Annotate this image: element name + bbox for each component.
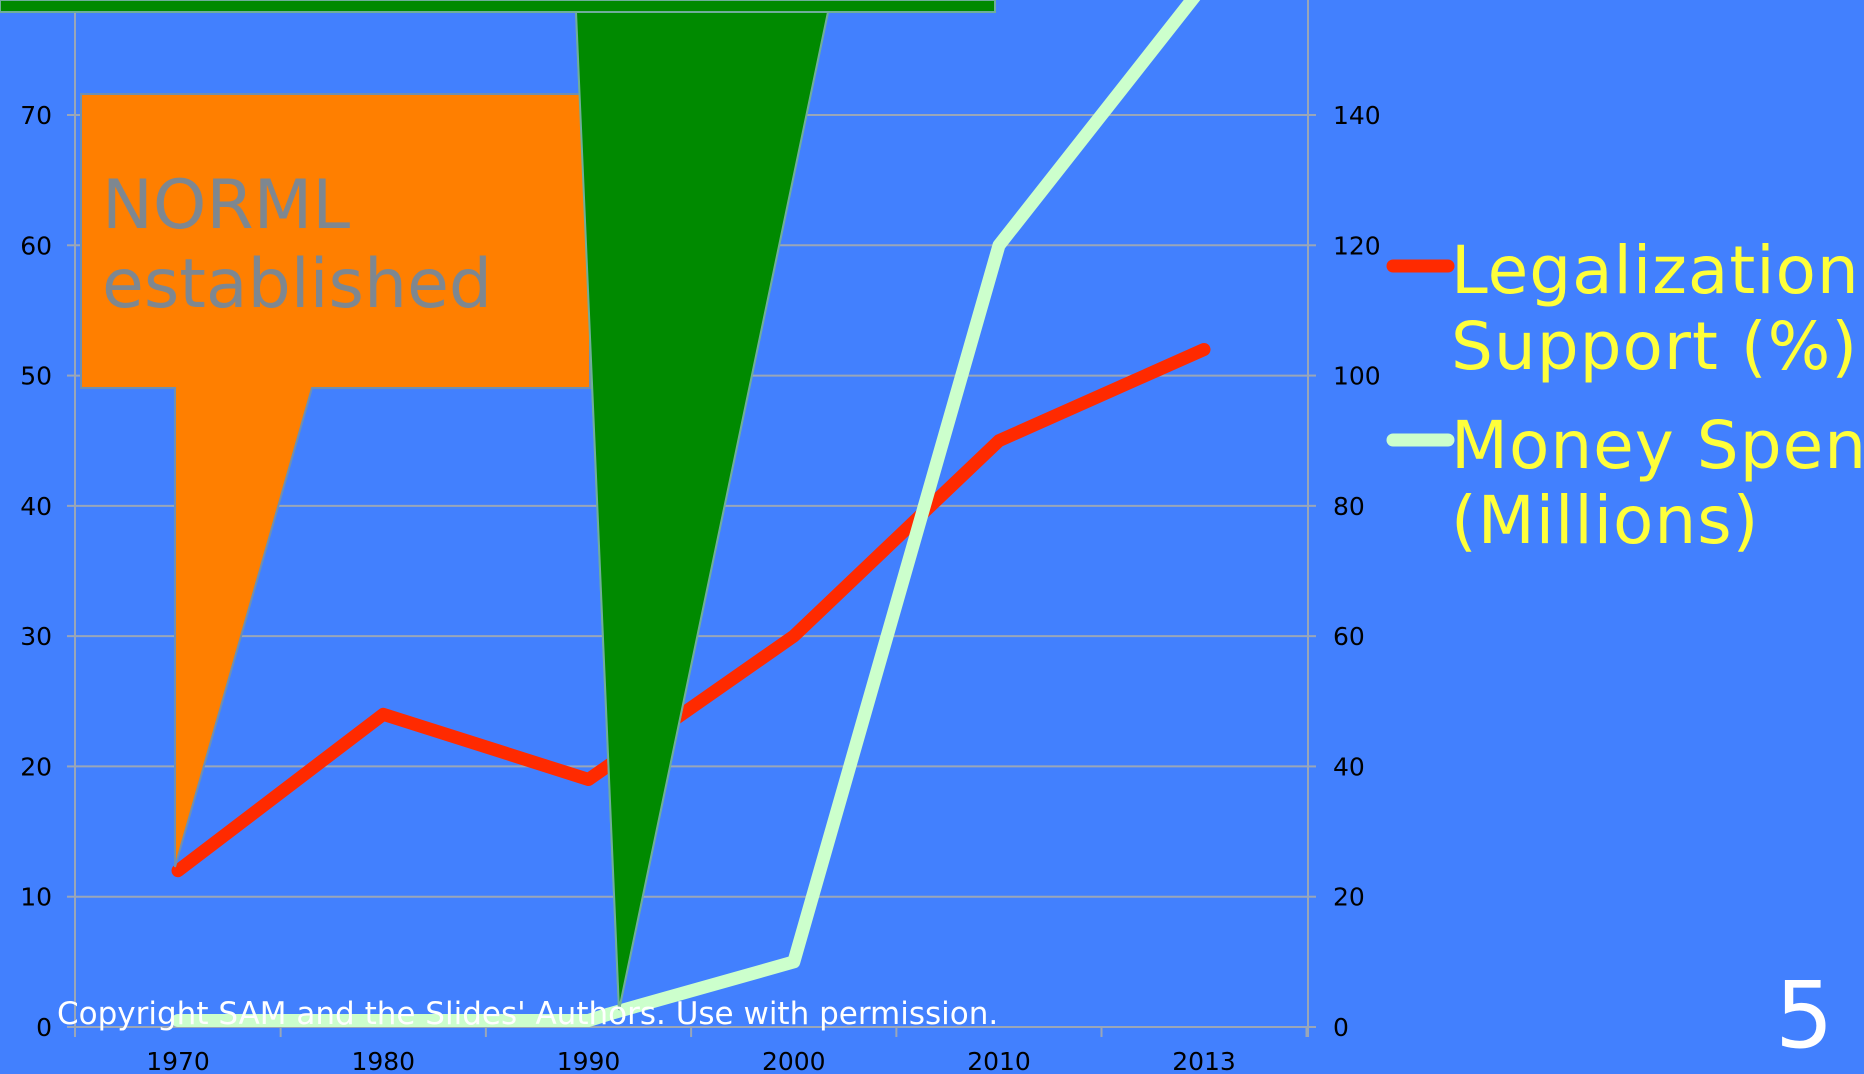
y-right-tick-label: 140	[1333, 101, 1381, 130]
x-tick-label: 2000	[762, 1047, 826, 1074]
y-right-tick-label: 120	[1333, 231, 1381, 260]
slide-number: 5	[1775, 962, 1834, 1069]
x-tick-label: 1970	[146, 1047, 210, 1074]
norml-callout-line-2: established	[102, 245, 492, 324]
chart-axes: 0 10 20 30 40 50 60 70 0 20 40 60 80 100 120 140 1970 198…	[20, 0, 1381, 1074]
y-right-tick-label: 40	[1333, 752, 1365, 781]
legend-label-money-line-1: Money Spent	[1451, 407, 1864, 484]
x-tick-label: 2010	[967, 1047, 1031, 1074]
y-right-tick-label: 80	[1333, 492, 1365, 521]
y-right-tick-label: 100	[1333, 362, 1381, 391]
chart-series	[171, 0, 1211, 1027]
legend-label-legalization-line-2: Support (%)	[1451, 308, 1858, 385]
legend-item-legalization: Legalization Support (%)	[1386, 232, 1864, 385]
y-left-tick-label: 10	[20, 883, 52, 912]
x-tick-label: 2013	[1172, 1047, 1236, 1074]
norml-callout-text: NORML established	[102, 166, 492, 324]
y-right-tick-label: 60	[1333, 622, 1365, 651]
x-tick-label: 1980	[351, 1047, 415, 1074]
legend-label-legalization: Legalization Support (%)	[1451, 232, 1864, 385]
legend-label-legalization-line-1: Legalization	[1451, 232, 1860, 309]
copyright-notice: Copyright SAM and the Slides' Authors. U…	[57, 996, 998, 1032]
green-callout-stem	[574, 11, 830, 1011]
y-left-tick-label: 30	[20, 622, 52, 651]
x-tick-label: 1990	[557, 1047, 621, 1074]
legend-item-money: Money Spent (Millions)	[1386, 407, 1864, 559]
y-right-tick-label: 0	[1333, 1013, 1349, 1042]
y-left-tick-label: 60	[20, 231, 52, 260]
y-right-tick-label: 20	[1333, 883, 1365, 912]
chart-legend: Legalization Support (%) Money Spent (Mi…	[1386, 232, 1864, 559]
y-left-tick-label: 40	[20, 492, 52, 521]
series-line-legalization-support	[171, 343, 1211, 878]
y-left-tick-label: 50	[20, 362, 52, 391]
legend-label-money-line-2: (Millions)	[1451, 482, 1759, 559]
norml-callout-line-1: NORML	[102, 166, 350, 245]
norml-callout: NORML established	[80, 93, 591, 868]
y-left-tick-label: 70	[20, 101, 52, 130]
y-left-tick-label: 0	[36, 1013, 52, 1042]
y-left-tick-label: 20	[20, 752, 52, 781]
legend-label-money: Money Spent (Millions)	[1451, 407, 1864, 559]
